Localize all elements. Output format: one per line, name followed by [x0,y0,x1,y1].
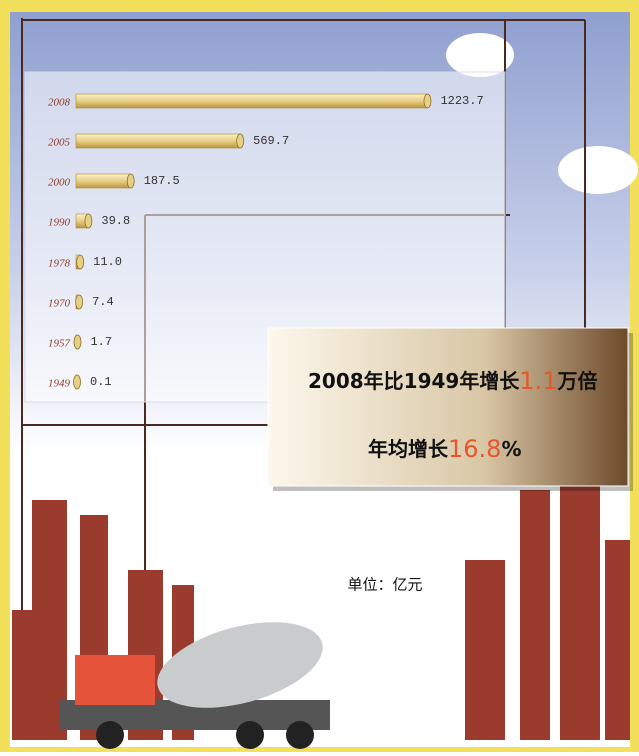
category-label: 1978 [48,258,71,270]
annotation: 2008年比1949年增长1.1万倍 [308,367,598,395]
mixer-truck [60,622,330,749]
annotation-highlight: 1.1 [519,367,557,395]
value-label: 569.7 [253,134,289,148]
category-label: 1949 [48,378,71,390]
bar-cap [76,254,85,270]
annotation-box [267,327,629,487]
category-label: 2000 [48,177,71,189]
value-label: 1223.7 [440,94,483,108]
clouds [446,33,638,194]
bar-cap [423,93,432,109]
annotation-text: % [501,437,521,461]
bar-chart: 2008 1223.7 2005 569.7 2000 187.5 1990 39.8 1978… [48,93,484,390]
unit-label: 单位：亿元 [347,576,422,594]
value-label: 7.4 [92,295,114,309]
annotation-text: 万倍 [557,369,598,393]
value-label: 11.0 [93,255,122,269]
value-label: 39.8 [101,214,130,228]
annotation-text: 年均增长 [368,437,449,461]
bar [75,93,427,109]
category-label: 2005 [48,137,71,149]
category-label: 1990 [48,217,71,229]
bar-cap [73,374,81,390]
annotation-text: 2008年比1949年增长 [308,369,520,393]
bar-cap [84,213,93,229]
bar-cap [75,294,84,310]
annotation: 年均增长16.8% [368,435,521,463]
annotation-highlight: 16.8 [448,435,501,463]
bar [75,133,240,149]
category-label: 2008 [48,97,71,109]
value-label: 0.1 [90,375,112,389]
bar [75,173,131,189]
value-label: 187.5 [144,174,180,188]
bar-cap [73,334,82,350]
category-label: 1970 [48,298,71,310]
bar-cap [126,173,135,189]
bar-cap [236,133,245,149]
value-label: 1.7 [90,335,112,349]
category-label: 1957 [48,338,71,350]
